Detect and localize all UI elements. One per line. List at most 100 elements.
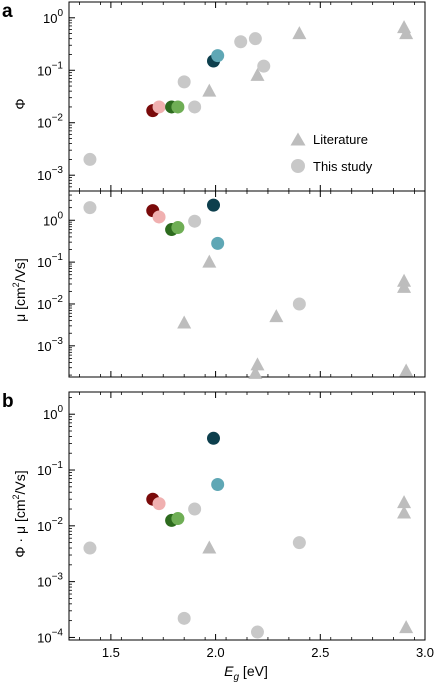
ylabel-phimu-tail: /Vs] [12,470,28,494]
y-tick-exp: −3 [52,572,64,583]
this-study-point [234,35,248,49]
y-tick-base: 10 [37,116,51,131]
legend-this-study-label: This study [313,159,373,174]
y-tick-base: 10 [37,575,51,590]
y-tick-label: 10−3 [37,336,63,354]
literature-point [399,620,414,634]
this-study-point [171,512,185,526]
y-tick-base: 10 [37,63,51,78]
x-tick-labels: 1.5 2.0 2.5 3.0 [102,645,434,660]
this-study-point [83,201,97,215]
this-study-point [188,100,202,114]
legend-literature-marker [290,132,306,146]
y-tick-label: 10−4 [37,627,63,645]
xlabel-sub: g [233,672,239,683]
xlabel-main: E [224,663,234,679]
this-study-point [206,198,220,212]
this-study-point [171,221,185,235]
ylabel-mu-sup: 2 [11,282,21,287]
x-tick-label: 3.0 [416,645,434,660]
legend-literature-label: Literature [313,132,368,147]
this-study-point [152,497,166,511]
y-tick-label: 10−2 [37,516,63,534]
y-tick-base: 10 [43,407,57,422]
literature-point [177,315,192,329]
ylabel-phimu: Φ · μ [cm2/Vs] [11,470,28,557]
y-tick-base: 10 [43,213,57,228]
literature-point [397,279,412,293]
this-study-point [211,236,225,250]
y-tick-exp: 0 [57,210,63,221]
literature-point [250,67,265,81]
this-study-point [188,214,202,228]
y-tick-exp: −4 [52,627,64,638]
y-tick-label: 10−1 [37,60,63,78]
plot-frame [68,391,426,641]
legend-this-study-marker [291,159,305,173]
literature-point [269,309,284,323]
literature-point [202,540,217,554]
y-tick-label: 10−2 [37,294,63,312]
literature-point [202,254,217,268]
y-tick-exp: −2 [52,113,64,124]
y-tick-base: 10 [37,463,51,478]
y-tick-exp: −3 [52,165,64,176]
this-study-point [177,611,191,625]
y-tick-exp: −2 [52,516,64,527]
literature-point [292,26,307,40]
literature-point [248,365,263,379]
y-tick-label: 10−1 [37,252,63,270]
y-tick-exp: −1 [52,60,64,71]
y-tick-label: 10−1 [37,460,63,478]
this-study-point [83,152,97,166]
this-study-point [211,478,225,492]
y-tick-base: 10 [37,297,51,312]
y-tick-exp: −2 [52,294,64,305]
ylabel-phimu-main: Φ · μ [cm [12,500,28,558]
literature-point [250,357,265,371]
panel-label-a: a [2,1,13,22]
ylabel-mu-main: μ [cm [12,287,28,322]
this-study-point [152,100,166,114]
ylabel-mu: μ [cm2/Vs] [11,258,28,322]
xlabel-unit: [eV] [239,663,268,679]
y-tick-label: 100 [43,404,63,422]
plot-frame [68,190,426,378]
y-tick-base: 10 [37,630,51,645]
this-study-point [248,32,262,46]
xlabel: Eg [eV] [224,663,268,683]
y-tick-exp: 0 [57,404,63,415]
this-study-point [206,431,220,445]
this-study-point [292,297,306,311]
y-tick-label: 100 [43,8,63,26]
y-tick-exp: −3 [52,336,64,347]
y-tick-base: 10 [37,168,51,183]
y-tick-label: 100 [43,210,63,228]
this-study-point [152,210,166,224]
y-tick-exp: 0 [57,8,63,19]
ylabel-mu-tail: /Vs] [12,258,28,282]
this-study-point [211,49,225,63]
ylabel-phimu-sup: 2 [11,494,21,499]
panel-label-b: b [2,391,14,412]
literature-point [397,505,412,519]
x-tick-label: 2.5 [311,645,329,660]
y-tick-exp: −1 [52,252,64,263]
ylabel-phi: Φ [12,98,28,109]
literature-point [399,363,414,377]
y-tick-exp: −1 [52,460,64,471]
this-study-point [257,59,271,73]
this-study-point [83,541,97,555]
this-study-point [188,502,202,516]
y-tick-base: 10 [37,339,51,354]
this-study-point [292,536,306,550]
y-tick-label: 10−2 [37,113,63,131]
x-tick-label: 2.0 [207,645,225,660]
literature-point [397,495,412,509]
y-tick-base: 10 [37,519,51,534]
y-tick-base: 10 [37,255,51,270]
